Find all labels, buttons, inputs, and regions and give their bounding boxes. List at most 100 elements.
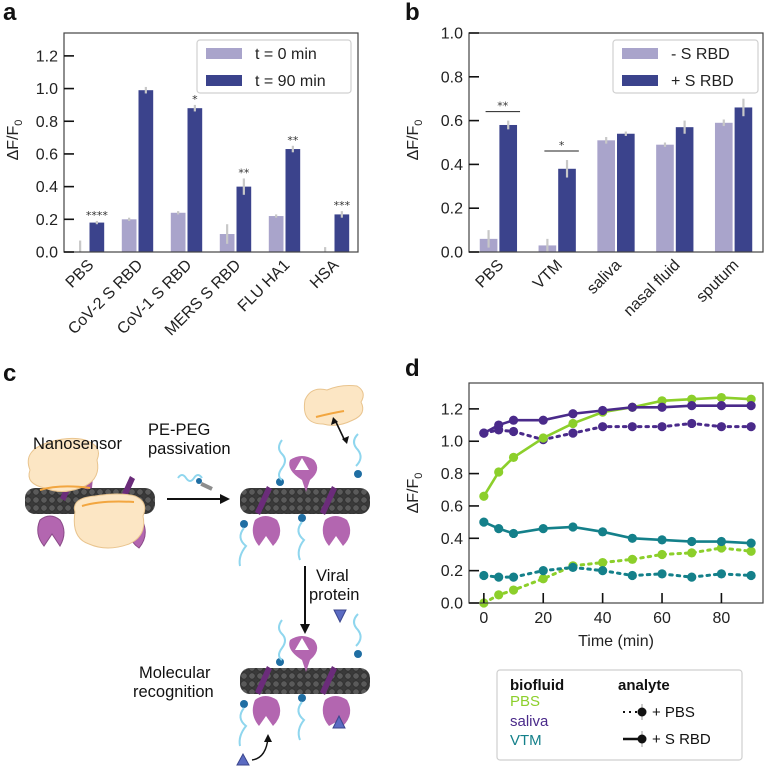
- receptor-protein: [322, 696, 351, 726]
- significance-label-0: **: [497, 100, 509, 113]
- point-saliva-s-rbd-6: [627, 402, 637, 412]
- y-tick-label-4: 0.8: [36, 114, 58, 131]
- bar--s-rbd-2: [617, 133, 635, 252]
- point-vtm-s-rbd-4: [568, 522, 578, 532]
- bar--s-rbd-3: [656, 144, 674, 252]
- bar--s-rbd-4: [714, 122, 733, 252]
- y-tick-label-5: 1.0: [441, 434, 463, 451]
- axes-frame: [63, 32, 359, 253]
- y-tick-label-3: 0.6: [36, 146, 58, 163]
- x-tick-label-2: saliva: [584, 257, 625, 298]
- legend-swatch-0: [206, 48, 242, 59]
- label-recognition-line1: Molecular: [139, 664, 211, 682]
- axes-frame: [468, 32, 764, 253]
- y-tick-label-6: 1.2: [441, 401, 463, 418]
- point-saliva-s-rbd-5: [598, 405, 608, 416]
- viral-protein-icon: [333, 609, 347, 624]
- significance-label-3: **: [238, 166, 250, 179]
- bar-t-90-min-0: [89, 222, 105, 252]
- series-line-vtm-s-rbd: [483, 520, 752, 545]
- point-saliva-pbs-6: [627, 422, 637, 432]
- peg-chain: [353, 613, 362, 647]
- point-pbs-pbs-2: [508, 585, 519, 595]
- point-saliva-s-rbd-2: [508, 415, 519, 425]
- legend-label-1: t = 90 min: [255, 73, 326, 90]
- point-vtm-s-rbd-9: [716, 536, 727, 547]
- point-saliva-s-rbd-7: [657, 402, 667, 412]
- label-viral-line1: Viral: [316, 567, 349, 585]
- point-pbs-pbs-1: [494, 590, 504, 600]
- point-pbs-pbs-6: [627, 554, 637, 564]
- point-pbs-s-rbd-8: [687, 394, 697, 404]
- significance-label-1: *: [559, 139, 565, 152]
- y-axis-title-main: ΔF/F: [405, 479, 422, 514]
- lipid-head: [354, 470, 362, 478]
- y-tick-label-3: 0.6: [441, 113, 463, 130]
- lipid-head: [240, 520, 248, 528]
- point-saliva-pbs-7: [657, 422, 667, 432]
- point-vtm-pbs-6: [627, 570, 637, 581]
- nanotube: [240, 668, 370, 694]
- point-vtm-pbs-7: [657, 569, 667, 579]
- y-tick-label-2: 0.4: [36, 179, 58, 196]
- legend-analyte-pbs: + PBS: [652, 704, 695, 721]
- lipid-head: [240, 700, 248, 708]
- point-vtm-s-rbd-3: [538, 523, 548, 534]
- point-vtm-pbs-4: [568, 562, 578, 573]
- point-vtm-pbs-0: [479, 570, 489, 581]
- bar--s-rbd-3: [675, 127, 694, 252]
- point-saliva-pbs-2: [508, 426, 519, 437]
- bar--s-rbd-1: [558, 168, 576, 252]
- label-passivation-line1: PE-PEG: [148, 421, 210, 439]
- label-passivation-line2: passivation: [148, 440, 231, 458]
- x-tick-label-5: HSA: [307, 257, 343, 293]
- point-saliva-pbs-9: [716, 422, 727, 432]
- x-tick-label-0: PBS: [63, 257, 98, 292]
- peg-chain: [238, 707, 248, 747]
- point-pbs-s-rbd-4: [568, 418, 578, 429]
- label-nanosensor: Nanosensor: [33, 435, 122, 453]
- y-tick-label-1: 0.2: [441, 201, 463, 218]
- x-tick-label-1: VTM: [530, 257, 566, 293]
- y-axis-title-main: ΔF/F: [405, 126, 422, 161]
- receptor-protein: [289, 636, 318, 672]
- legend-biofluid-vtm: VTM: [510, 732, 542, 749]
- significance-label-4: **: [287, 134, 299, 147]
- point-vtm-pbs-10: [746, 570, 756, 581]
- receptor-cleft: [295, 638, 309, 650]
- label-viral-line2: protein: [309, 586, 359, 604]
- x-tick-label-4: 80: [713, 610, 731, 627]
- point-pbs-s-rbd-3: [538, 433, 548, 443]
- point-pbs-s-rbd-10: [746, 394, 756, 404]
- x-tick-label-3: nasal fluid: [621, 257, 684, 320]
- legend-label-0: - S RBD: [671, 46, 730, 63]
- y-axis-title-main: ΔF/F: [5, 126, 22, 161]
- x-tick-label-0: 0: [479, 610, 488, 627]
- point-saliva-s-rbd-3: [538, 415, 548, 425]
- receptor-cleft: [295, 458, 309, 470]
- serum-protein-shade: [39, 485, 91, 491]
- point-vtm-s-rbd-10: [746, 538, 756, 548]
- y-tick-label-6: 1.2: [36, 48, 58, 65]
- series-line-vtm-pbs: [482, 565, 753, 579]
- legend-biofluid-header: biofluid: [510, 677, 564, 694]
- diagram-c-nanosensor-schematic: Nanosensor PE-PEG passivation: [25, 385, 370, 766]
- y-axis-title: ΔF/F0: [405, 473, 425, 514]
- y-axis-title-sub: 0: [413, 120, 425, 126]
- point-pbs-pbs-3: [538, 574, 548, 584]
- significance-label-2: *: [192, 93, 198, 106]
- y-tick-label-1: 0.2: [441, 563, 463, 580]
- point-pbs-s-rbd-9: [716, 392, 727, 403]
- point-vtm-pbs-1: [494, 572, 504, 582]
- lipid-tail: [200, 482, 213, 491]
- x-tick-label-3: 60: [653, 610, 671, 627]
- point-pbs-s-rbd-7: [657, 396, 667, 406]
- chart-d-legend: biofluid analyte PBS saliva VTM + PBS + …: [496, 669, 743, 761]
- peg-chain: [238, 527, 248, 567]
- point-vtm-s-rbd-0: [479, 517, 489, 527]
- legend-biofluid-saliva: saliva: [510, 713, 549, 730]
- receptor-protein: [37, 515, 65, 547]
- dna-helix: [320, 666, 337, 695]
- bar-t-90-min-4: [285, 149, 301, 252]
